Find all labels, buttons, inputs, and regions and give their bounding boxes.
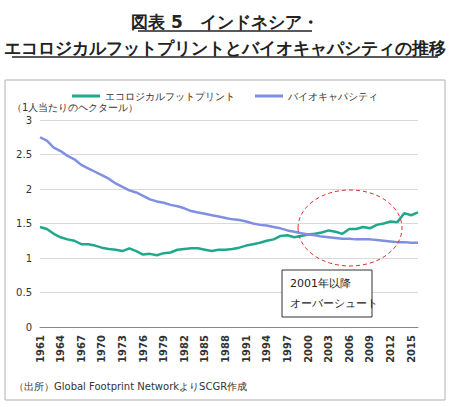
svg-text:1967: 1967 xyxy=(76,335,87,363)
svg-text:図表 5 インドネシア・: 図表 5 インドネシア・ xyxy=(131,12,319,32)
svg-text:2.5: 2.5 xyxy=(16,149,32,160)
svg-text:2000: 2000 xyxy=(303,335,314,363)
svg-text:エコロジカルフットプリント: エコロジカルフットプリント xyxy=(105,91,235,102)
svg-text:エコロジカルフットプリントとバイオキャパシティの推移: エコロジカルフットプリントとバイオキャパシティの推移 xyxy=(4,38,446,58)
svg-text:1976: 1976 xyxy=(138,335,149,363)
svg-text:1: 1 xyxy=(26,253,32,264)
svg-text:1.5: 1.5 xyxy=(16,218,32,229)
svg-text:1991: 1991 xyxy=(241,335,252,363)
svg-text:1973: 1973 xyxy=(117,335,128,363)
svg-text:バイオキャパシティ: バイオキャパシティ xyxy=(287,91,378,102)
svg-text:0: 0 xyxy=(26,322,32,333)
svg-text:2015: 2015 xyxy=(406,335,417,363)
svg-text:（出所）Global Footprint Networkより: （出所）Global Footprint NetworkよりSCGR作成 xyxy=(14,381,247,392)
svg-text:1979: 1979 xyxy=(158,335,169,363)
svg-text:2: 2 xyxy=(26,184,32,195)
svg-text:2001年以降: 2001年以降 xyxy=(290,277,351,290)
svg-text:1997: 1997 xyxy=(282,335,293,363)
svg-text:1964: 1964 xyxy=(55,335,66,363)
svg-text:2003: 2003 xyxy=(323,335,334,363)
svg-text:1982: 1982 xyxy=(179,335,190,363)
svg-text:2009: 2009 xyxy=(364,335,375,363)
svg-text:2012: 2012 xyxy=(385,335,396,363)
svg-text:1994: 1994 xyxy=(261,335,272,363)
svg-text:1988: 1988 xyxy=(220,335,231,363)
svg-text:2006: 2006 xyxy=(344,335,355,363)
svg-text:オーバーシュート: オーバーシュート xyxy=(290,297,378,310)
svg-text:1970: 1970 xyxy=(96,335,107,363)
svg-text:0.5: 0.5 xyxy=(16,287,32,298)
svg-text:1985: 1985 xyxy=(199,335,210,363)
svg-text:1961: 1961 xyxy=(35,335,46,363)
svg-text:（1人当たりのヘクタール）: （1人当たりのヘクタール） xyxy=(12,102,138,113)
svg-text:3: 3 xyxy=(26,115,32,126)
